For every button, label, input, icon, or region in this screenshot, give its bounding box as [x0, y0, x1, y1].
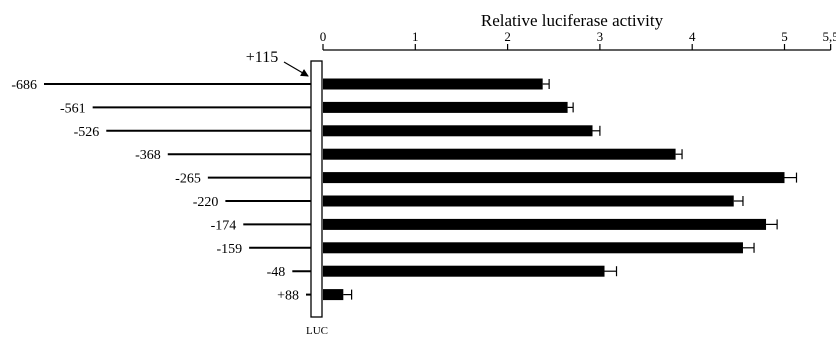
x-tick-label-5: 5 — [781, 29, 788, 44]
x-tick-label-0: 0 — [320, 29, 327, 44]
bar-7 — [323, 242, 743, 254]
construct-label-4: -265 — [175, 172, 201, 187]
x-tick-label-6: 5,5 — [823, 29, 836, 44]
bar-1 — [323, 101, 568, 113]
construct-label-3: -368 — [135, 148, 161, 163]
x-tick-label-4: 4 — [689, 29, 696, 44]
chart-title: Relative luciferase activity — [481, 11, 664, 30]
x-tick-label-2: 2 — [504, 29, 511, 44]
x-axis: 0 1 2 3 4 5 5,5 — [320, 29, 836, 51]
bar-4 — [323, 172, 785, 184]
bar-5 — [323, 195, 734, 207]
luc-label: LUC — [306, 325, 328, 337]
construct-label-7: -159 — [216, 242, 242, 257]
bar-8 — [323, 265, 605, 277]
end-position-label: +115 — [246, 49, 278, 66]
bar-2 — [323, 125, 593, 137]
bar-9 — [323, 289, 344, 301]
construct-rows: -686 -561 -526 -368 -265 -220 -174 -159 -48 +88 — [11, 78, 798, 304]
construct-label-1: -561 — [60, 101, 86, 116]
bar-3 — [323, 148, 676, 160]
end-position-arrow — [283, 61, 309, 77]
construct-label-9: +88 — [277, 289, 299, 304]
construct-label-8: -48 — [267, 265, 286, 280]
construct-label-5: -220 — [193, 195, 219, 210]
x-tick-label-1: 1 — [412, 29, 419, 44]
construct-label-2: -526 — [74, 125, 100, 140]
x-tick-label-3: 3 — [597, 29, 604, 44]
bar-6 — [323, 218, 767, 230]
luc-reporter-box — [310, 60, 323, 318]
reporter-box-group: LUC +115 — [246, 49, 328, 337]
bar-0 — [323, 78, 543, 90]
construct-label-0: -686 — [11, 78, 37, 93]
construct-label-6: -174 — [211, 218, 237, 233]
